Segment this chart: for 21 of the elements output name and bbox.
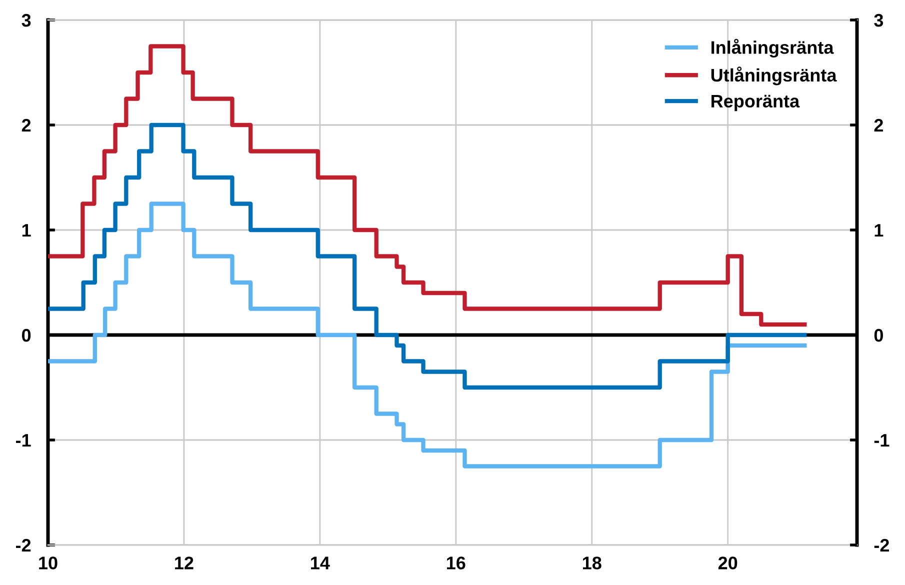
x-tick-label: 14 bbox=[311, 556, 330, 570]
y2-tick-label: 1 bbox=[874, 224, 884, 237]
y-tick-label: 0 bbox=[22, 328, 31, 342]
y2-tick-label: -1 bbox=[874, 434, 890, 447]
y-tick-label: 3 bbox=[22, 14, 31, 27]
legend-label: Reporänta bbox=[712, 94, 800, 112]
y-tick-label: 1 bbox=[22, 224, 31, 237]
y2-tick-label: -2 bbox=[874, 538, 889, 552]
y2-tick-label: 3 bbox=[874, 14, 884, 27]
y2-tick-label: 2 bbox=[874, 118, 883, 132]
legend-label: Inlåningsränta bbox=[712, 38, 834, 58]
y2-tick-label: 0 bbox=[874, 328, 883, 342]
x-tick-label: 16 bbox=[446, 556, 466, 570]
legend-label: Utlåningsränta bbox=[711, 66, 837, 86]
x-tick-label: 20 bbox=[718, 556, 738, 570]
y-tick-label: -2 bbox=[16, 538, 31, 552]
x-tick-label: 10 bbox=[39, 556, 58, 570]
x-tick-label: 12 bbox=[175, 556, 194, 570]
x-tick-label: 18 bbox=[582, 556, 602, 570]
y-tick-label: 2 bbox=[22, 118, 31, 132]
y-tick-label: -1 bbox=[16, 434, 31, 447]
